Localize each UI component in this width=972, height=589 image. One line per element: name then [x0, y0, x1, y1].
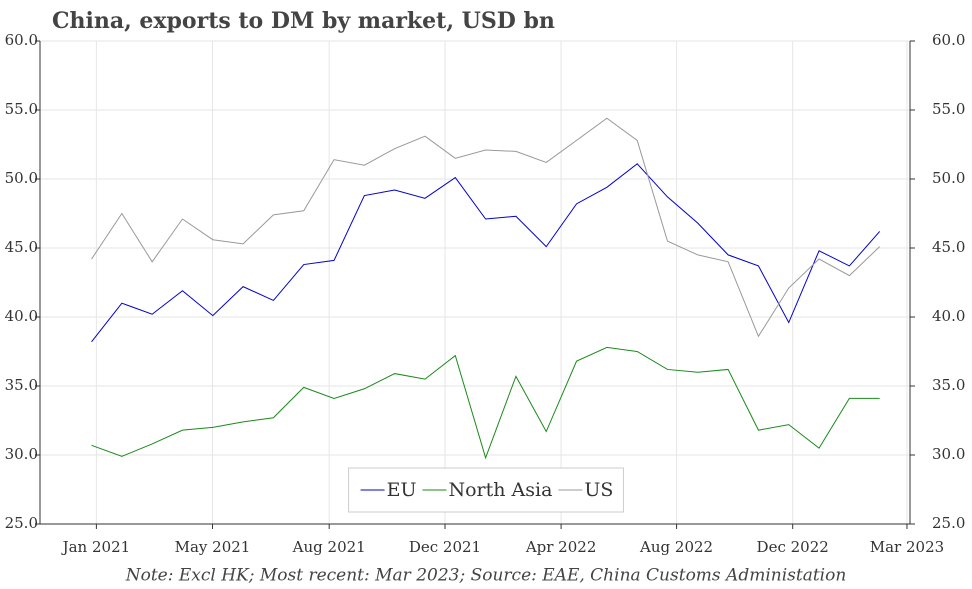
y2-tick-label: 50.0 [932, 169, 965, 187]
x-tick-label: Aug 2021 [292, 538, 366, 556]
y-tick-label: 40.0 [5, 307, 38, 325]
note: Note: Excl HK; Most recent: Mar 2023; So… [125, 566, 847, 586]
y2-tick-label: 60.0 [932, 31, 965, 49]
x-tick-label: May 2021 [175, 538, 251, 556]
chart-title: China, exports to DM by market, USD bn [52, 8, 555, 34]
x-tick-label: Dec 2021 [409, 538, 481, 556]
line-series [91, 346, 880, 460]
y2-tick-label: 30.0 [932, 445, 965, 463]
y2-tick-label: 35.0 [932, 376, 965, 394]
line-series [91, 163, 881, 343]
x-tick-label: Apr 2022 [525, 538, 597, 556]
y-tick-label: 50.0 [5, 169, 38, 187]
legend-label: North Asia [448, 479, 552, 501]
y2-tick-label: 40.0 [932, 307, 965, 325]
x-tick-label: Mar 2023 [870, 538, 944, 556]
x-tick-label: Dec 2022 [757, 538, 829, 556]
legend: EU North Asia US [348, 467, 624, 513]
y-tick-label: 30.0 [5, 445, 38, 463]
x-tick-label: Jan 2021 [61, 538, 131, 556]
x-tick-label: Aug 2022 [639, 538, 713, 556]
legend-label: US [584, 479, 613, 501]
y-tick-label: 25.0 [5, 514, 38, 532]
y2-tick-label: 45.0 [932, 238, 965, 256]
y-tick-label: 55.0 [5, 100, 38, 118]
y2-tick-label: 55.0 [932, 100, 965, 118]
y-tick-label: 60.0 [5, 31, 38, 49]
y-tick-label: 35.0 [5, 376, 38, 394]
y-tick-label: 45.0 [5, 238, 38, 256]
legend-label: EU [387, 479, 417, 501]
line-series [91, 117, 881, 338]
y2-tick-label: 25.0 [932, 514, 965, 532]
